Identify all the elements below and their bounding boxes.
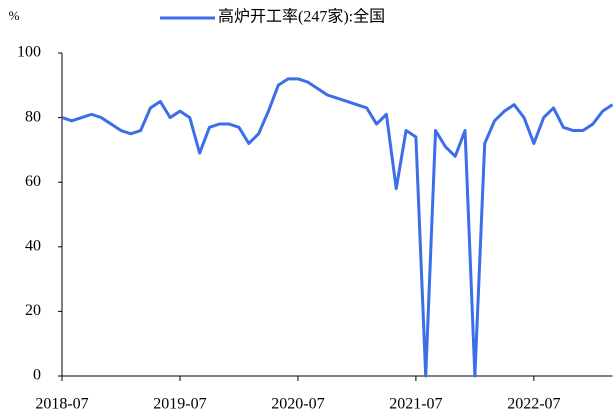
y-tick-label: 80 [25,108,41,125]
x-tick-label: 2019-07 [153,396,206,413]
legend-label: 高炉开工率(247家):全国 [218,8,385,26]
y-tick-label: 0 [33,367,41,384]
y-axis-label: % [9,8,20,23]
y-tick-label: 20 [25,302,41,319]
y-tick-label: 100 [17,44,41,61]
x-tick-label: 2022-07 [507,396,560,413]
x-tick-label: 2018-07 [35,396,88,413]
x-tick-label: 2021-07 [389,396,442,413]
y-tick-label: 60 [25,173,41,190]
x-tick-label: 2020-07 [271,396,324,413]
data-line [61,77,613,378]
y-tick-label: 40 [25,237,41,254]
